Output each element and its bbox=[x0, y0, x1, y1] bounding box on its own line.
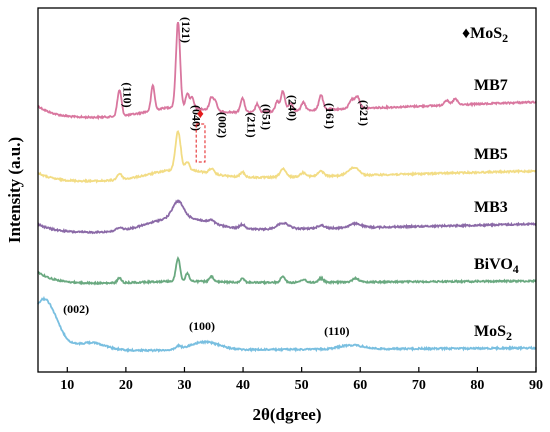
series-label-MoS2: MoS2 bbox=[474, 323, 512, 343]
peak-annotation: (002) bbox=[215, 112, 229, 138]
series-group bbox=[37, 21, 537, 353]
series-labels-group: MB7 MB5 MB3 BiVO4 MoS2 bbox=[474, 77, 519, 343]
x-tick-label: 60 bbox=[353, 378, 367, 393]
peak-annotation: (240) bbox=[286, 95, 300, 121]
series-BiVO4 bbox=[37, 256, 537, 286]
peak-annotation: (321) bbox=[357, 100, 371, 126]
y-axis-label: Intensity (a.u.) bbox=[5, 137, 24, 243]
annotations-group: (121) (110) (040) (002) (211) (051) (240) (161)… bbox=[63, 17, 371, 338]
x-axis-label: 2θ(dgree) bbox=[253, 405, 322, 424]
x-tick-label: 30 bbox=[177, 378, 191, 393]
x-tick-label: 80 bbox=[470, 378, 484, 393]
peak-annotation: (040) bbox=[190, 105, 204, 131]
series-label-MB3: MB3 bbox=[474, 199, 508, 216]
peak-annotation: (211) bbox=[245, 112, 259, 137]
peak-annotation: (161) bbox=[323, 103, 337, 129]
peak-annotation: (051) bbox=[259, 104, 273, 130]
x-tick-label: 70 bbox=[412, 378, 426, 393]
x-tick-label: 90 bbox=[529, 378, 543, 393]
plot-frame bbox=[37, 7, 537, 373]
peak-annotation: (121) bbox=[179, 17, 193, 43]
series-MB3 bbox=[37, 199, 537, 235]
markers-group: ♦ bbox=[195, 107, 206, 163]
mos2-marker-icon: ♦ bbox=[197, 107, 204, 122]
peak-annotation: (110) bbox=[120, 82, 134, 107]
series-label-BiVO4: BiVO4 bbox=[474, 256, 519, 276]
legend: ♦MoS2 bbox=[462, 25, 508, 45]
legend-entry: ♦MoS2 bbox=[462, 25, 508, 45]
x-tick-label: 40 bbox=[236, 378, 250, 393]
x-axis: 10 20 30 40 50 60 70 80 90 bbox=[60, 367, 543, 393]
mos2-highlight-box bbox=[195, 123, 206, 163]
peak-annotation: (100) bbox=[189, 319, 215, 333]
x-tick-label: 50 bbox=[295, 378, 309, 393]
series-MB5 bbox=[37, 130, 537, 184]
x-tick-label: 20 bbox=[119, 378, 133, 393]
series-label-MB5: MB5 bbox=[474, 146, 508, 163]
x-tick-label: 10 bbox=[60, 378, 74, 393]
series-MB7 bbox=[37, 21, 537, 121]
series-MoS2 bbox=[37, 295, 537, 353]
peak-annotation: (002) bbox=[63, 302, 89, 316]
series-label-MB7: MB7 bbox=[474, 77, 508, 94]
peak-annotation: (110) bbox=[324, 324, 349, 338]
